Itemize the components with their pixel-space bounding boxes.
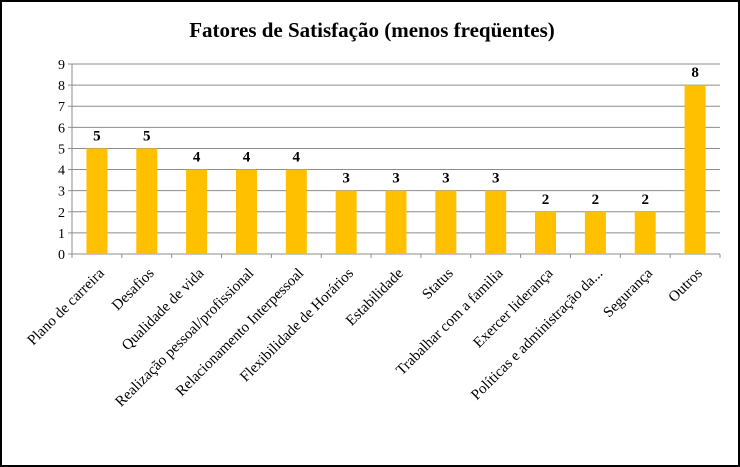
bar-6 [335,190,357,254]
bar-7 [385,190,407,254]
data-label: 2 [641,192,649,208]
bar-8 [435,190,457,254]
data-label: 2 [592,192,600,208]
data-label: 8 [691,65,699,81]
data-label: 5 [93,128,101,144]
x-category-label: Status [419,265,456,302]
data-label: 3 [342,171,350,187]
bar-3 [186,169,208,254]
data-label: 5 [143,128,151,144]
x-category-label: Desafios [109,265,158,314]
bar-1 [86,148,108,254]
y-tick-label: 0 [58,248,65,263]
bar-11 [584,211,606,254]
data-label: 2 [542,192,550,208]
data-label: 4 [293,150,301,166]
data-label: 3 [392,171,400,187]
gridlines [72,63,720,234]
y-tick-label: 2 [58,206,65,221]
x-category-label: Plano de carreira [25,265,108,348]
y-tick-label: 3 [58,185,65,200]
bar-9 [485,190,507,254]
bar-5 [285,169,307,254]
bar-2 [136,148,158,254]
y-tick-label: 4 [58,164,65,179]
data-label: 3 [442,171,450,187]
y-tick-label: 9 [58,58,65,73]
y-tick-label: 1 [58,227,65,242]
bar-13 [684,85,706,254]
y-tick-label: 8 [58,79,65,94]
y-tick-label: 5 [58,142,65,157]
x-category-label: Outros [666,265,706,305]
bar-12 [634,211,656,254]
chart-title: Fatores de Satisfação (menos freqüentes) [189,18,555,42]
bar-4 [235,169,257,254]
bar-10 [535,211,557,254]
x-category-label: Segurança [601,265,657,321]
data-labels: 5 5 4 4 4 3 3 3 3 2 2 2 8 [93,65,699,208]
y-axis-ticks: 0 1 2 3 4 5 6 7 8 9 [58,58,65,263]
y-tick-label: 7 [58,100,65,115]
data-label: 4 [243,150,251,166]
y-tick-label: 6 [58,121,65,136]
bars [86,85,706,254]
data-label: 3 [492,171,500,187]
data-label: 4 [193,150,201,166]
